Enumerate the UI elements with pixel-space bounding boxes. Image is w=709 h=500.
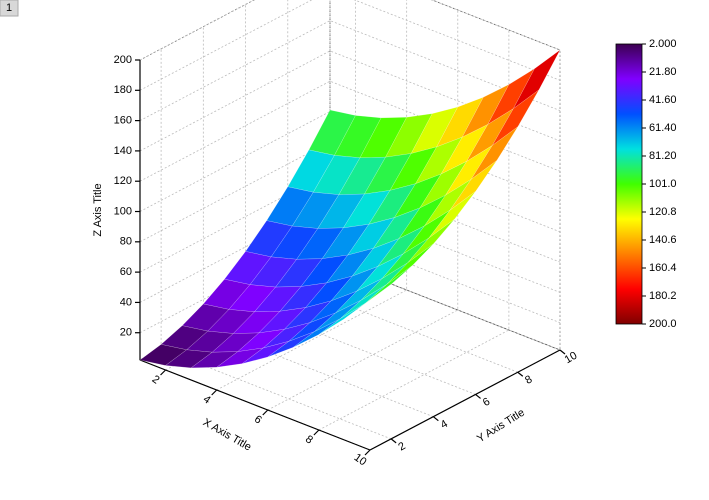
surface-cell [470,126,518,180]
x-tick [262,409,269,416]
colorbar-label: 160.4 [649,262,677,274]
surface-cell [407,218,455,263]
z-tick-label: 180 [114,84,132,96]
x-tick [364,449,371,456]
z-grid-line [139,0,561,61]
z-tick-label: 60 [120,266,132,278]
x-tick-label: 6 [252,413,264,426]
z-tick-label: 100 [114,205,132,217]
tab-label: 1 [6,2,12,14]
y-tick-label: 8 [523,373,534,386]
y-tick [559,349,566,355]
y-tick [432,416,439,422]
y-tick [390,438,397,444]
tab [0,0,19,17]
surface-cell [449,160,497,211]
x-tick-label: 10 [352,451,369,468]
y-tick [475,393,481,399]
surface-cell [492,89,540,146]
x-tick-label: 8 [303,433,315,446]
colorbar-label: 180.2 [649,290,677,302]
x-tick-label: 2 [150,373,162,386]
back-wall [329,0,561,351]
z-tick-label: 80 [120,236,132,248]
colorbar-label: 200.0 [649,318,677,330]
colorbar-label: 21.80 [649,66,677,78]
colorbar-label: 2.000 [649,38,677,50]
x-tick [211,389,218,396]
y-tick-label: 10 [563,350,580,367]
x-tick-label: 4 [201,393,213,406]
y-tick-label: 4 [439,418,450,431]
x-axis [139,359,371,451]
z-tick-label: 200 [114,54,132,66]
surface-cell [513,49,561,109]
z-axis-title: Z Axis Title [92,183,104,236]
x-tick [160,369,166,376]
y-tick [517,371,524,377]
y-axis [369,349,561,451]
colorbar-label: 81.20 [649,150,677,162]
x-axis-title: X Axis Title [201,416,254,453]
surface-cell [344,284,392,319]
colorbar-label: 61.40 [649,122,677,134]
colorbar-label: 120.8 [649,206,677,218]
z-tick-label: 140 [114,145,132,157]
x-tick [313,429,320,436]
y-tick-label: 6 [481,396,492,409]
z-tick-label: 160 [114,115,132,127]
colorbar-label: 41.60 [649,94,677,106]
y-tick-label: 2 [396,440,407,453]
z-tick-label: 120 [114,175,132,187]
colorbar [615,43,643,325]
colorbar-label: 140.6 [649,234,677,246]
z-tick-label: 20 [120,327,132,339]
surface-cell [428,191,476,239]
y-axis-title: Y Axis Title [475,407,527,446]
z-tick-label: 40 [120,296,132,308]
colorbar-label: 101.0 [649,178,677,190]
